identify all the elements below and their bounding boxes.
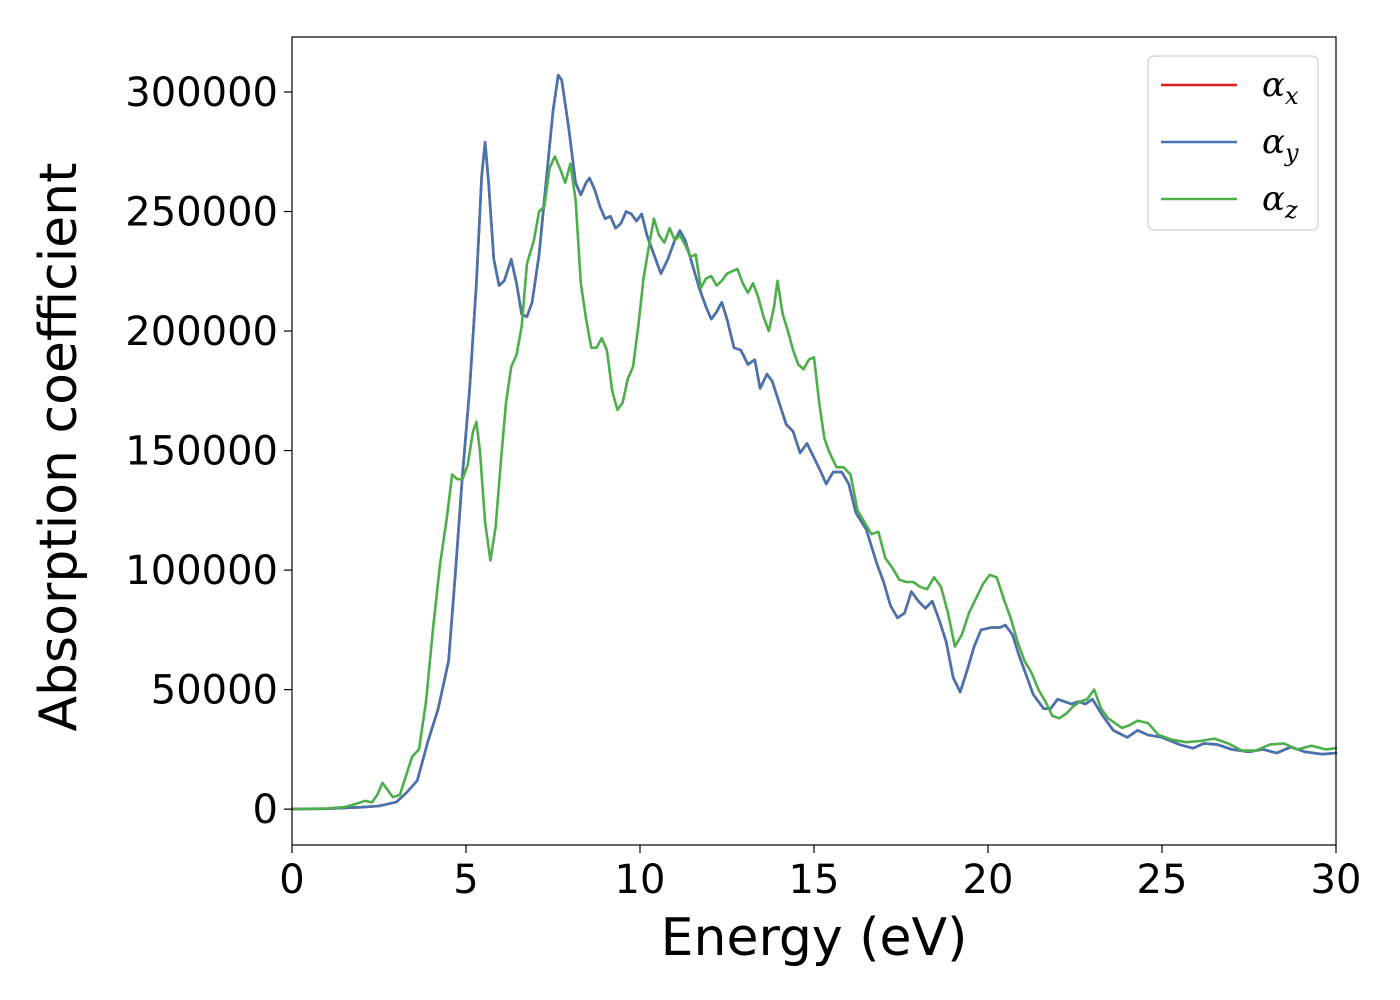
legend-label-z: αz — [1262, 179, 1298, 224]
series-line-z — [290, 155, 1338, 811]
x-tick-label: 0 — [279, 857, 304, 903]
series-layer — [290, 73, 1338, 811]
x-tick-label: 5 — [453, 857, 478, 903]
x-tick-label: 20 — [963, 857, 1014, 903]
x-tick-label: 30 — [1311, 857, 1362, 903]
x-tick-label: 15 — [789, 857, 840, 903]
x-ticks: 0 5 10 15 20 25 30 — [279, 845, 1361, 903]
y-tick-label: 200000 — [125, 309, 278, 355]
x-axis-label: Energy (eV) — [661, 908, 968, 968]
x-tick-label: 25 — [1137, 857, 1188, 903]
x-tick-label: 10 — [615, 857, 666, 903]
y-tick-label: 150000 — [125, 429, 278, 475]
y-ticks: 0 50000 100000 150000 200000 250000 300000 — [125, 70, 292, 833]
y-tick-label: 300000 — [125, 70, 278, 116]
y-axis-label: Absorption coefficient — [29, 162, 89, 731]
y-tick-label: 50000 — [151, 668, 278, 714]
series-line-y — [290, 73, 1338, 811]
y-tick-label: 0 — [253, 787, 278, 833]
y-tick-label: 100000 — [125, 548, 278, 594]
y-tick-label: 250000 — [125, 190, 278, 236]
